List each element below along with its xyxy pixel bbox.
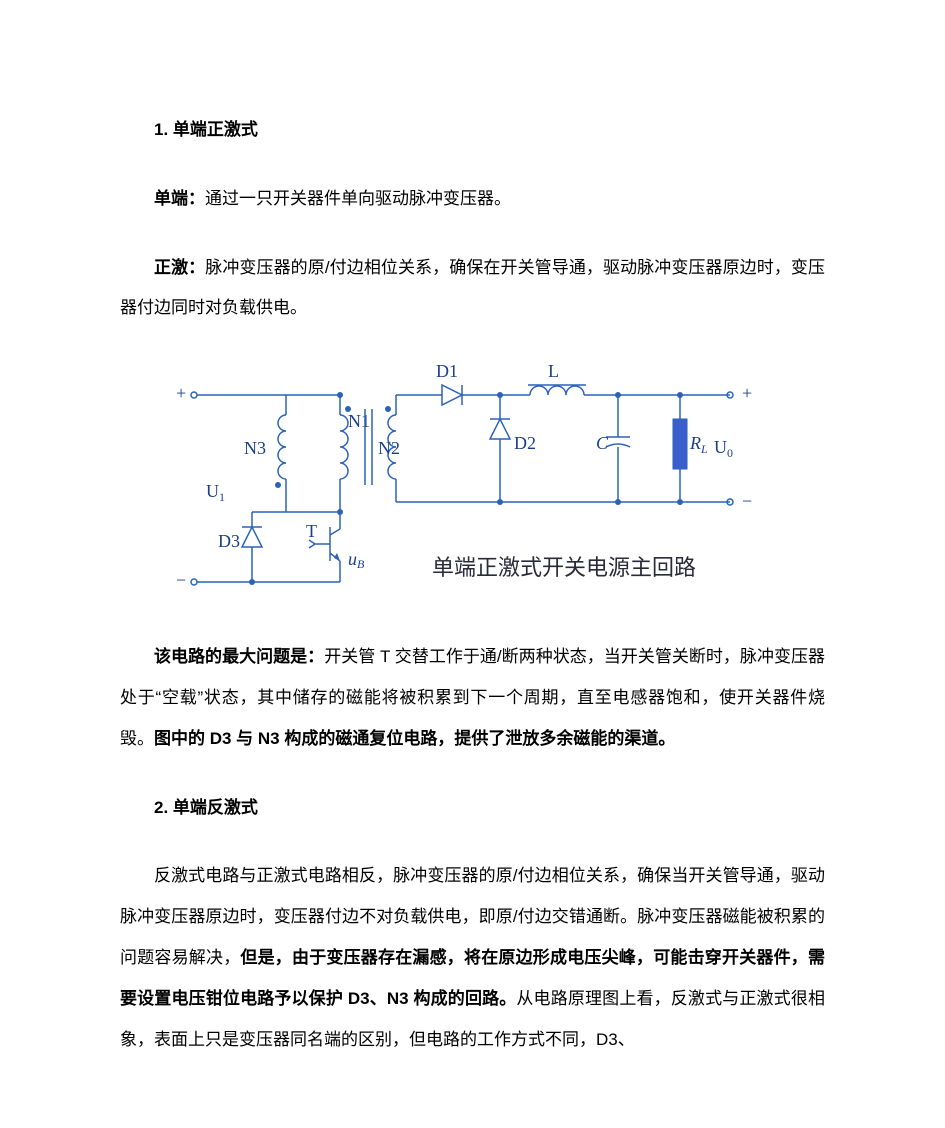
figure-caption: 单端正激式开关电源主回路 <box>432 555 696 580</box>
problem-label: 该电路的最大问题是： <box>154 647 324 666</box>
diode-d3-tri <box>242 527 262 547</box>
winding-n3 <box>278 415 286 479</box>
bjt-c-line <box>330 529 340 535</box>
term1-desc: 通过一只开关器件单向驱动脉冲变压器。 <box>205 189 511 208</box>
section2-para: 反激式电路与正激式电路相反，脉冲变压器的原/付边相位关系，确保当开关管导通，驱动… <box>120 856 825 1060</box>
node-in-minus <box>191 579 197 585</box>
diode-d2-tri <box>490 419 510 439</box>
label-rl: RL <box>689 433 708 456</box>
label-n3: N3 <box>244 438 266 458</box>
plus-sign-left: + <box>176 383 186 403</box>
label-d2: D2 <box>514 433 536 453</box>
n2-dot <box>385 406 391 412</box>
minus-sign-left: − <box>176 570 186 590</box>
section1-term1-para: 单端：通过一只开关器件单向驱动脉冲变压器。 <box>120 179 825 220</box>
bjt-e-arrow <box>334 553 340 561</box>
winding-n1 <box>340 415 348 479</box>
node-bottom-d3 <box>249 579 255 585</box>
term2-desc: 脉冲变压器的原/付边相位关系，确保在开关管导通，驱动脉冲变压器原边时，变压器付边… <box>120 258 825 318</box>
inductor-l <box>530 386 584 395</box>
section1-problem-para: 该电路的最大问题是：开关管 T 交替工作于通/断两种状态，当开关管关断时，脉冲变… <box>120 637 825 759</box>
term2-label: 正激： <box>154 258 205 277</box>
label-n2: N2 <box>378 438 400 458</box>
minus-sign-right: − <box>742 491 752 511</box>
label-d3: D3 <box>218 531 240 551</box>
cap-plate-bot <box>606 444 630 447</box>
n3-dot <box>275 482 281 488</box>
label-n1: N1 <box>348 411 370 431</box>
label-c: C <box>596 433 609 453</box>
circuit-svg: + N3 N1 N2 D1 <box>170 357 790 607</box>
label-ub: uB <box>348 549 365 571</box>
term1-label: 单端： <box>154 189 205 208</box>
label-u0: U0 <box>714 437 733 460</box>
label-t: T <box>306 521 317 541</box>
label-l: L <box>548 361 559 381</box>
resistor-rl <box>673 419 687 469</box>
diode-d1-tri <box>442 385 462 405</box>
section1-heading: 1. 单端正激式 <box>120 110 825 151</box>
base-arrow <box>309 540 315 548</box>
label-d1: D1 <box>436 361 458 381</box>
node-d2-bot <box>497 499 503 505</box>
node-in-plus <box>191 392 197 398</box>
figure-forward-converter: + N3 N1 N2 D1 <box>170 357 825 607</box>
section2-heading: 2. 单端反激式 <box>120 788 825 829</box>
label-u1: U1 <box>206 481 225 504</box>
plus-sign-right: + <box>742 383 752 403</box>
section1-term2-para: 正激：脉冲变压器的原/付边相位关系，确保在开关管导通，驱动脉冲变压器原边时，变压… <box>120 248 825 330</box>
problem-bold-tail: 图中的 D3 与 N3 构成的磁通复位电路，提供了泄放多余磁能的渠道。 <box>154 729 675 748</box>
